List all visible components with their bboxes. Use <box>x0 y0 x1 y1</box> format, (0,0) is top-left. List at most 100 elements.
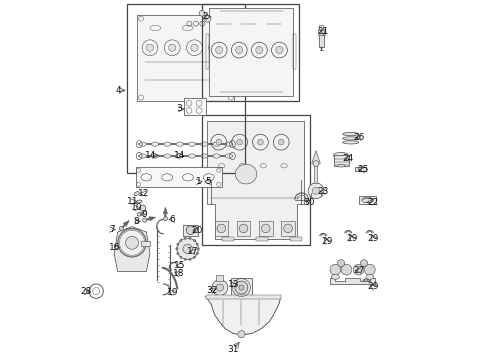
Circle shape <box>143 218 147 222</box>
Text: 7: 7 <box>109 225 115 234</box>
Polygon shape <box>330 278 375 284</box>
Text: 30: 30 <box>303 198 315 207</box>
Bar <box>355 167 366 171</box>
Circle shape <box>177 252 179 255</box>
Text: 29: 29 <box>368 282 379 291</box>
Text: 22: 22 <box>368 198 379 207</box>
Ellipse shape <box>225 154 232 158</box>
Circle shape <box>176 248 178 250</box>
Text: 21: 21 <box>318 27 329 36</box>
Circle shape <box>147 44 153 51</box>
Ellipse shape <box>136 200 142 203</box>
Ellipse shape <box>176 142 183 146</box>
Bar <box>256 237 269 241</box>
Circle shape <box>262 224 270 233</box>
Text: 9: 9 <box>141 210 147 219</box>
Circle shape <box>308 183 324 199</box>
Circle shape <box>258 139 263 145</box>
Text: 12: 12 <box>138 189 149 198</box>
Text: 4: 4 <box>116 86 122 95</box>
Circle shape <box>183 244 192 253</box>
Ellipse shape <box>137 212 144 216</box>
Ellipse shape <box>164 142 171 146</box>
Bar <box>318 30 324 35</box>
Text: 29: 29 <box>321 237 332 246</box>
Circle shape <box>184 258 186 260</box>
Text: 31: 31 <box>228 345 239 354</box>
Ellipse shape <box>361 197 374 203</box>
Ellipse shape <box>331 274 339 279</box>
Text: 29: 29 <box>368 234 379 243</box>
Circle shape <box>184 237 186 239</box>
Text: 14: 14 <box>174 151 185 160</box>
Text: 16: 16 <box>109 243 121 252</box>
Circle shape <box>163 217 168 221</box>
Text: 24: 24 <box>343 154 354 163</box>
Circle shape <box>239 285 244 290</box>
Bar <box>183 225 197 235</box>
Ellipse shape <box>176 154 183 158</box>
Circle shape <box>204 15 211 22</box>
Ellipse shape <box>134 192 139 195</box>
Bar <box>318 33 324 47</box>
Ellipse shape <box>188 142 196 146</box>
Text: 29: 29 <box>346 234 358 243</box>
Bar <box>136 167 221 187</box>
Text: 5: 5 <box>205 177 211 186</box>
Circle shape <box>330 264 341 275</box>
Bar <box>359 196 376 204</box>
Ellipse shape <box>139 142 147 146</box>
Ellipse shape <box>151 142 159 146</box>
Circle shape <box>256 46 263 54</box>
Ellipse shape <box>343 137 359 140</box>
Bar <box>281 221 295 235</box>
Circle shape <box>313 161 319 166</box>
Circle shape <box>338 260 344 267</box>
Circle shape <box>236 46 243 54</box>
Text: 28: 28 <box>81 287 92 296</box>
Ellipse shape <box>343 132 359 136</box>
Circle shape <box>118 228 147 257</box>
Text: 26: 26 <box>353 133 365 142</box>
Circle shape <box>216 284 223 291</box>
Circle shape <box>212 280 228 296</box>
FancyArrow shape <box>312 150 320 183</box>
Ellipse shape <box>164 154 171 158</box>
Circle shape <box>196 252 198 255</box>
Bar <box>290 237 302 241</box>
Circle shape <box>216 139 221 145</box>
Circle shape <box>197 248 199 250</box>
Circle shape <box>196 243 198 245</box>
Text: 2: 2 <box>203 12 208 21</box>
Circle shape <box>180 256 182 258</box>
Text: 11: 11 <box>127 197 139 206</box>
Circle shape <box>125 236 139 249</box>
Text: 6: 6 <box>170 215 175 224</box>
Circle shape <box>365 264 375 275</box>
Ellipse shape <box>139 154 147 158</box>
Ellipse shape <box>151 154 159 158</box>
Bar <box>141 241 150 246</box>
Bar <box>209 8 294 96</box>
FancyArrow shape <box>121 220 129 229</box>
Polygon shape <box>207 121 304 239</box>
Bar <box>221 237 234 241</box>
Circle shape <box>276 46 283 54</box>
Bar <box>231 278 252 298</box>
Text: 17: 17 <box>187 247 199 256</box>
Circle shape <box>361 260 368 267</box>
Bar <box>206 34 209 69</box>
Circle shape <box>313 187 319 194</box>
Circle shape <box>140 205 146 211</box>
Circle shape <box>189 237 191 239</box>
Circle shape <box>177 238 198 260</box>
Bar <box>202 116 310 244</box>
Circle shape <box>284 224 293 233</box>
Bar <box>215 221 228 235</box>
Circle shape <box>278 139 284 145</box>
Bar <box>205 296 281 299</box>
Circle shape <box>216 46 223 54</box>
Circle shape <box>239 224 248 233</box>
Text: 32: 32 <box>206 286 218 295</box>
Bar <box>216 275 223 281</box>
